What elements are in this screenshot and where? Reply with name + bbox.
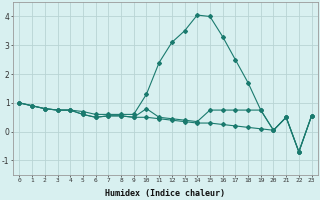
X-axis label: Humidex (Indice chaleur): Humidex (Indice chaleur) [106, 189, 226, 198]
